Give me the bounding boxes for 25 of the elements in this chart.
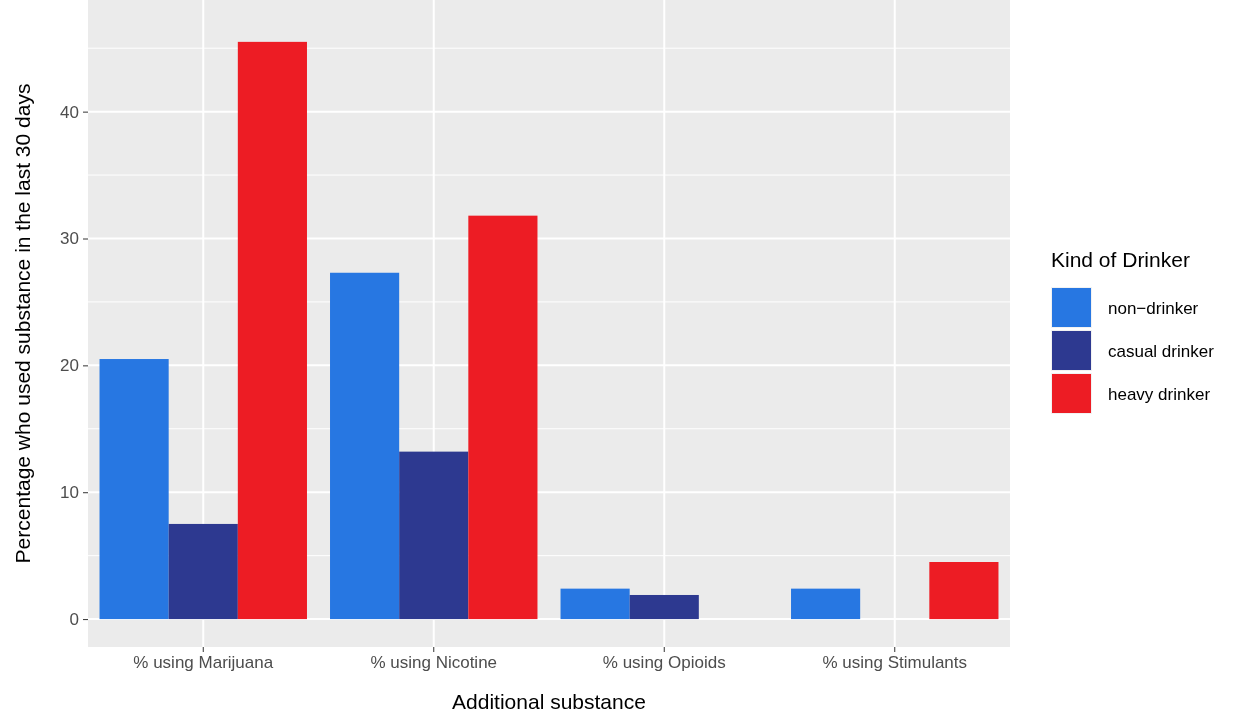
bar	[399, 451, 469, 620]
bar	[629, 594, 699, 620]
legend-label: heavy drinker	[1108, 385, 1211, 404]
legend-title: Kind of Drinker	[1051, 248, 1190, 271]
bar	[168, 523, 238, 620]
x-tick-label: % using Nicotine	[370, 653, 498, 673]
bar	[99, 359, 169, 620]
legend-label: casual drinker	[1108, 342, 1215, 361]
y-axis-title: Percentage who used substance in the last 30 days	[11, 83, 34, 564]
bar	[468, 215, 538, 620]
bar	[237, 41, 307, 620]
bar	[929, 562, 999, 620]
y-tick-label: 30	[60, 229, 79, 249]
y-tick-label: 20	[60, 356, 79, 376]
y-tick-label: 10	[60, 483, 79, 503]
y-tick-label: 40	[60, 102, 79, 122]
x-axis-title: Additional substance	[452, 690, 646, 712]
bar	[560, 588, 630, 620]
bar	[330, 272, 400, 620]
x-tick-label: % using Marijuana	[133, 653, 274, 673]
x-tick-label: % using Opioids	[602, 653, 726, 673]
y-tick-label: 0	[69, 610, 79, 630]
legend-label: non−drinker	[1108, 299, 1199, 318]
x-tick-label: % using Stimulants	[822, 653, 968, 673]
bar	[791, 588, 861, 620]
